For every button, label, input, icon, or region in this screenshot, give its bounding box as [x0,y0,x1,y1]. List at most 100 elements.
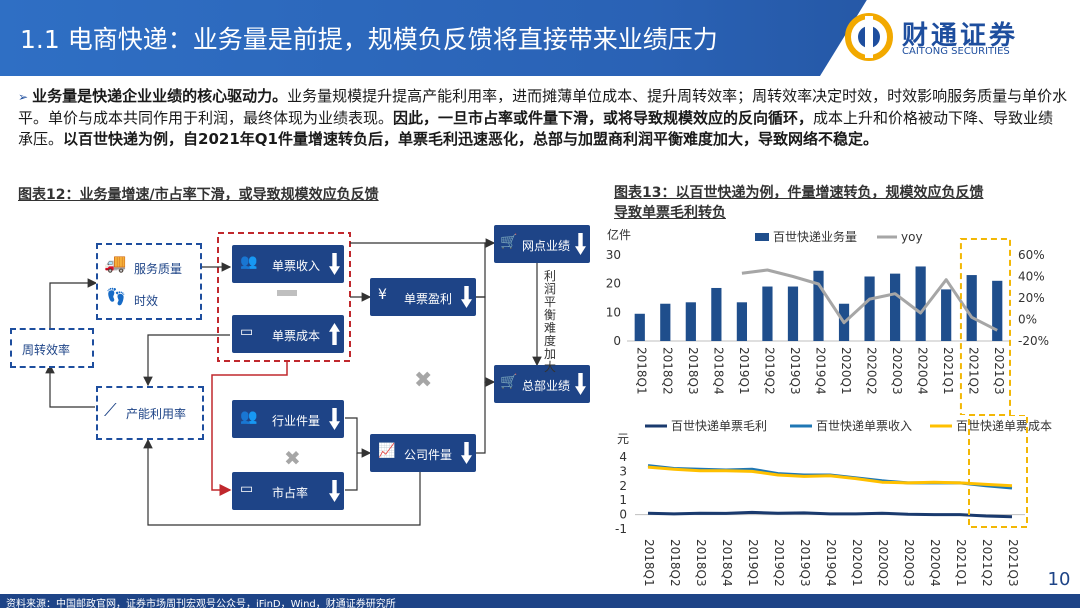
company-logo: 财通证券 CAITONG SECURITIES [844,12,1044,64]
down-arrow-icon [575,373,586,395]
people-icon: 👥 [240,254,258,270]
footprint-icon: 👣 [106,287,126,306]
bar [736,302,748,341]
figure12-caption: 图表12：业务量增速/市占率下滑，或导致规模效应负反馈 [18,187,379,203]
feedback-diagram: 🚚 服务质量 👣 时效 周转效率 ⟋ 产能利用率 👥 单票收入 ▭ 单票成本 ¥… [0,210,610,595]
bullet-arrow-icon: ➢ [18,90,29,104]
timeliness-label: 时效 [134,294,159,308]
x-tick-label: 2020Q4 [928,539,942,587]
chart-up-icon: 📈 [378,443,396,459]
bar [634,313,645,341]
turnover-node: 周转效率 [10,328,94,368]
x-tick-label: 2018Q1 [642,539,656,587]
summary-body-1: 业务量规模提升提高产能利用率，进而摊薄单位成本、提升周转效率；周转效率决定时效，… [18,87,1068,127]
money-icon: ¥ [378,287,387,303]
y-tick-label: 20 [606,277,621,291]
y-tick-label: -1 [615,522,627,536]
down-arrow-icon [575,233,586,255]
y2-tick-label: 60% [1018,248,1045,262]
summary-paragraph: ➢ 业务量是快递企业业绩的核心驱动力。业务量规模提升提高产能利用率，进而摊薄单位成… [18,86,1068,150]
courier-icon: 🚚 [104,253,127,274]
y-tick-label: 2 [619,479,627,493]
capacity-node: ⟋ 产能利用率 [96,386,204,440]
x-tick-label: 2020Q3 [902,539,916,587]
down-arrow-icon [461,286,472,308]
logo-emblem-icon [845,13,893,61]
multiply-operator: ✖ [414,368,433,393]
legend-label: 百世快递单票成本 [956,419,1052,433]
volume-chart: 亿件 百世快递业务量 yoy 0 10 20 30 -20% 0% 20% 40% 60% 2018Q1… [605,225,1075,416]
unit-profit-label: 单票盈利 [404,292,453,306]
service-group: 🚚 服务质量 👣 时效 [96,243,202,320]
legend-bar-label: 百世快递业务量 [773,229,857,244]
bar [966,275,977,341]
x-tick-label: 2018Q2 [660,347,674,395]
x-tick-label: 2021Q2 [967,347,981,395]
summary-lead: 业务量是快递企业业绩的核心驱动力。 [32,87,288,105]
unit-economics-chart: 元 百世快递单票毛利 百世快递单票收入 百世快递单票成本 -1 0 1 2 3 4 2018Q1 20… [605,414,1075,593]
down-arrow-icon [329,253,340,275]
cart-icon: 🛒 [500,234,518,250]
card-icon: ▭ [240,481,254,497]
summary-emphasis-1: 因此，一旦市占率或件量下滑，或将导致规模效应的反向循环， [393,109,814,127]
y2-tick-label: -20% [1018,334,1049,348]
figure13-caption-line2: 导致单票毛利转负 [614,205,726,221]
down-arrow-icon [329,480,340,502]
y-tick-label: 0 [613,334,621,348]
footer-bar [0,594,1080,608]
y2-tick-label: 20% [1018,291,1045,305]
logo-english-name: CAITONG SECURITIES [902,46,1010,57]
y-tick-label: 30 [606,248,621,262]
highlight-box [959,238,1011,416]
outlet-performance-label: 网点业绩 [522,239,571,253]
x-tick-label: 2020Q3 [890,347,904,395]
down-arrow-icon [329,408,340,430]
company-volume-label: 公司件量 [404,448,453,462]
unit-revenue-label: 单票收入 [272,259,321,273]
y-tick-label: 10 [606,305,621,319]
volume-chart-svg: 亿件 百世快递业务量 yoy 0 10 20 30 -20% 0% 20% 40% 60% 2018Q1… [606,227,1049,416]
diagram-connectors [45,232,542,526]
x-tick-label: 2020Q1 [850,539,864,587]
bar [941,289,952,341]
bar [864,276,875,341]
summary-emphasis-2: 以百世快递为例，自2021年Q1件量增速转负后，单票毛利迅速恶化，总部与加盟商利… [63,130,878,148]
legend-bar-swatch [755,233,769,241]
bar [787,286,799,341]
unit-revenue-node: 👥 单票收入 [232,245,344,283]
x-tick-label: 2021Q1 [954,539,968,587]
hq-performance-label: 总部业绩 [522,379,571,393]
bar [992,280,1003,341]
x-tick-label: 2018Q1 [635,347,649,395]
series-line [647,465,1013,488]
x-tick-label: 2020Q2 [865,347,879,395]
x-tick-label: 2018Q3 [694,539,708,587]
x-tick-label: 2021Q3 [992,347,1006,395]
x-tick-label: 2019Q1 [746,539,760,587]
x-tick-label: 2019Q2 [762,347,776,395]
turnover-label: 周转效率 [22,343,71,357]
header-bar [0,0,1080,76]
unit-cost-label: 单票成本 [272,329,321,343]
page-number: 10 [1040,566,1078,594]
highlight-box [968,414,1028,528]
x-tick-label: 2020Q1 [839,347,853,395]
x-tick-label: 2020Q4 [916,347,930,395]
bar [762,286,773,341]
legend-line-label: yoy [901,230,923,244]
unit-cost-node: ▭ 单票成本 [232,315,344,353]
bar [889,273,901,341]
x-tick-label: 2021Q1 [941,347,955,395]
series-line [647,510,1013,519]
y2-tick-label: 40% [1018,270,1045,284]
y-tick-label: 3 [619,464,627,478]
people-icon: 👥 [240,409,258,425]
industry-volume-node: 👥 行业件量 [232,400,344,438]
outlet-performance-node: 🛒 网点业绩 [494,225,590,263]
x-tick-label: 2018Q3 [686,347,700,395]
y-tick-label: 4 [619,450,627,464]
y2-tick-label: 0% [1018,313,1037,327]
legend-label: 百世快递单票毛利 [671,419,767,433]
x-tick-label: 2021Q2 [980,539,994,587]
card-icon: ▭ [240,324,254,340]
